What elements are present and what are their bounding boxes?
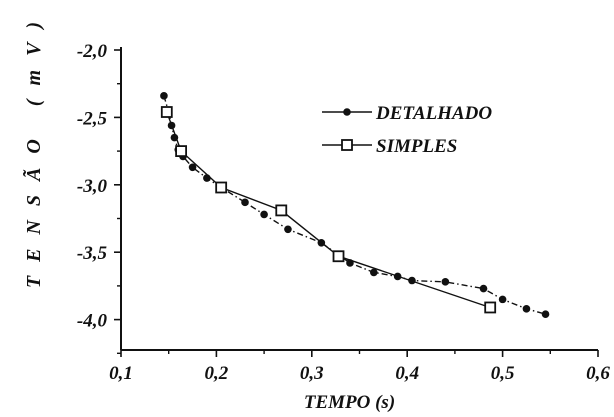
x-tick-label: 0,2 [205, 363, 229, 384]
y-tick-label: -3,5 [77, 243, 108, 264]
data-point-simples [175, 145, 188, 158]
data-point-simples [160, 106, 173, 118]
data-point-simples [275, 204, 288, 217]
x-axis-title: TEMPO (s) [304, 392, 395, 413]
data-point-detalhado [522, 305, 531, 313]
data-point-detalhado [479, 284, 488, 293]
data-point-detalhado [160, 92, 168, 100]
x-tick-label: 0,1 [109, 363, 133, 384]
data-point-detalhado [541, 310, 550, 319]
y-tick-label: -2,0 [77, 41, 108, 62]
data-point-detalhado [260, 210, 268, 219]
x-tick-label: 0,3 [300, 363, 324, 384]
data-point-simples [332, 250, 345, 263]
series-line-detalhado [163, 95, 546, 315]
y-axis-title: T E N S Ã O ( m V ) [22, 22, 45, 288]
series [160, 92, 550, 319]
data-point-simples [484, 301, 497, 314]
data-point-detalhado [370, 268, 378, 277]
x-tick-label: 0,5 [491, 363, 515, 384]
series-line-simples [166, 111, 491, 309]
data-point-detalhado [498, 295, 507, 304]
legend-label-simples: SIMPLES [376, 136, 457, 157]
data-point-detalhado [241, 198, 249, 207]
y-tick-label: -4,0 [77, 311, 108, 332]
data-point-detalhado [284, 225, 292, 234]
data-point-detalhado [188, 163, 197, 172]
x-tick-label: 0,4 [395, 363, 419, 384]
legend-label-detalhado: DETALHADO [375, 103, 492, 124]
data-point-simples [215, 181, 228, 194]
legend: DETALHADO SIMPLES [322, 103, 492, 157]
axis-titles: TEMPO (s) T E N S Ã O ( m V ) [22, 22, 395, 413]
y-tick-label: -3,0 [77, 176, 108, 197]
legend-marker-simples [341, 139, 353, 151]
ticks: 0,1 0,2 0,3 0,4 0,5 0,6 -2,0 -2,5 -3,0 -3,5 -4,0 [77, 41, 610, 384]
y-tick-label: -2,5 [77, 108, 108, 129]
x-tick-label: 0,6 [586, 363, 610, 384]
legend-marker-detalhado [343, 108, 351, 116]
axes [120, 47, 598, 351]
data-point-detalhado [441, 278, 450, 286]
